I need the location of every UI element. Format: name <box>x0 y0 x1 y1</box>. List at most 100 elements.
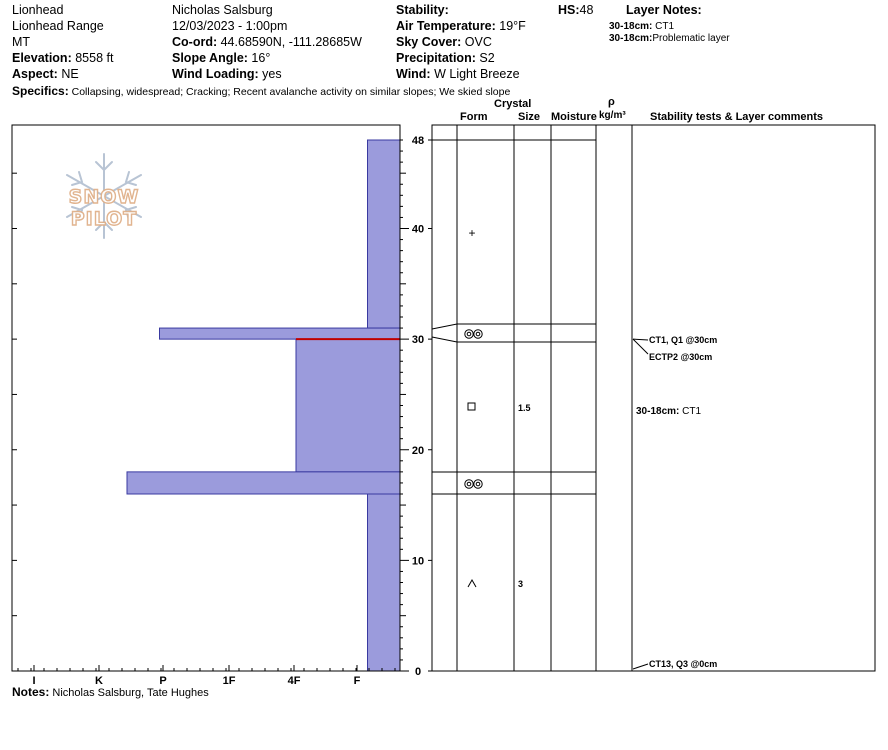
layer-note-1-text: CT1 <box>655 21 675 32</box>
coord-row: Co-ord: 44.68590N, -111.28685W <box>172 36 362 49</box>
stability-tests: CT1, Q1 @30cm ECTP2 @30cm CT13, Q3 @0cm 30-… <box>632 335 717 670</box>
specifics-value: Collapsing, widespread; Cracking; Recent… <box>71 86 511 98</box>
wind-label: Wind: <box>396 67 431 81</box>
faceted-crystal-icon <box>467 402 476 411</box>
observation-datetime: 12/03/2023 - 1:00pm <box>172 19 288 33</box>
hardness-tick-label: 4F <box>288 675 301 687</box>
col-rho-label: ρ <box>608 96 615 108</box>
air-temp-row: Air Temperature: 19°F <box>396 20 526 33</box>
air-temp-value: 19°F <box>499 19 526 33</box>
hardness-profile <box>126 139 401 672</box>
elevation-row: Elevation: 8558 ft <box>12 52 113 65</box>
wind-loading-row: Wind Loading: yes <box>172 68 282 81</box>
aspect-row: Aspect: NE <box>12 68 79 81</box>
hardness-bar-2 <box>159 327 401 340</box>
state-name: MT <box>12 35 31 49</box>
hardness-bar-3 <box>295 338 401 473</box>
hardness-tick-label: 1F <box>223 675 236 687</box>
hardness-bar-5 <box>367 493 401 672</box>
layer-comment-text: CT1 <box>682 406 701 417</box>
surface-hoar-icon <box>464 479 483 489</box>
notes-row: Notes: Nicholas Salsburg, Tate Hughes <box>12 686 209 699</box>
coord-label: Co-ord: <box>172 35 218 49</box>
hardness-tick-label: P <box>159 675 166 687</box>
stability-label: Stability: <box>396 3 449 17</box>
hs-value: 48 <box>579 3 594 17</box>
layer-boundary-2 <box>431 323 596 330</box>
depth-tick-label: 10 <box>412 555 424 567</box>
grain-size-label: 1.5 <box>518 403 531 413</box>
depth-tick-label: 30 <box>412 334 424 346</box>
snowflake-icon <box>66 153 142 239</box>
hs-label: HS: <box>558 3 580 17</box>
col-size-label: Size <box>518 111 541 123</box>
precip-value: S2 <box>479 51 495 65</box>
test-leader <box>632 338 649 341</box>
col-comments-label: Stability tests & Layer comments <box>650 111 824 123</box>
snowpilot-logo: SNOW PILOT <box>34 152 174 242</box>
wind-loading-value: yes <box>262 67 282 81</box>
hardness-tick-label: F <box>354 675 361 687</box>
layer-comment-range: 30-18cm: <box>636 406 682 417</box>
hoar-core <box>475 481 481 487</box>
hardness-tick-label: K <box>95 675 103 687</box>
new-snow-icon: + <box>468 226 475 240</box>
stability-test-label: CT13, Q3 @0cm <box>649 659 717 669</box>
wind-row: Wind: W Light Breeze <box>396 68 520 81</box>
layer-boundary-3 <box>431 336 596 343</box>
precip-row: Precipitation: S2 <box>396 52 495 65</box>
slope-row: Slope Angle: 16° <box>172 52 270 65</box>
elevation-label: Elevation: <box>12 51 72 65</box>
test-leader <box>632 663 649 670</box>
layer-note-1: 30-18cm: CT1 <box>609 22 674 32</box>
wind-loading-label: Wind Loading: <box>172 67 259 81</box>
slope-label: Slope Angle: <box>172 51 248 65</box>
col-moisture-label: Moisture <box>551 111 597 123</box>
aspect-value: NE <box>61 67 79 81</box>
layer-comment: 30-18cm: CT1 <box>636 406 701 417</box>
precip-label: Precipitation: <box>396 51 476 65</box>
elevation-value: 8558 ft <box>75 51 114 65</box>
aspect-label: Aspect: <box>12 67 58 81</box>
hoar-ring <box>473 329 483 339</box>
stability-test-label: CT1, Q1 @30cm <box>649 335 717 345</box>
air-temp-label: Air Temperature: <box>396 19 496 33</box>
specifics-label: Specifics: <box>12 85 69 98</box>
col-form-label: Form <box>460 111 488 123</box>
depth-tick-label: 48 <box>412 135 424 147</box>
stratigraphy-table: +1.5 3 <box>431 139 596 589</box>
layer-note-2-text: Problematic layer <box>652 33 730 44</box>
location-name: Lionhead <box>12 3 64 17</box>
col-density-label: kg/m³ <box>599 110 626 121</box>
chart-axes: 0 10 20 30 40 48 I K P 1F 4F F <box>12 135 432 687</box>
coord-value: 44.68590N, -111.28685W <box>220 35 362 49</box>
hoar-ring <box>464 329 474 339</box>
hoar-core <box>466 481 472 487</box>
slope-value: 16° <box>251 51 271 65</box>
sky-cover-value: OVC <box>464 35 492 49</box>
notes-value: Nicholas Salsburg, Tate Hughes <box>52 687 209 699</box>
grain-size-label: 3 <box>518 579 523 589</box>
hardness-bar-1 <box>367 139 401 329</box>
hardness-frame <box>11 124 401 672</box>
depth-hoar-icon <box>467 578 477 588</box>
depth-tick-label: 20 <box>412 445 424 457</box>
layer-note-2-range: 30-18cm: <box>609 33 653 44</box>
hoar-ring <box>464 479 474 489</box>
hs-row: HS:48 <box>558 4 593 17</box>
layer-note-2: 30-18cm:Problematic layer <box>609 34 730 44</box>
depth-tick-label: 0 <box>415 666 421 678</box>
col-crystal-label: Crystal <box>494 98 532 110</box>
test-leader <box>632 338 649 355</box>
layer-notes-label: Layer Notes: <box>626 3 702 17</box>
strat-frame <box>431 124 876 672</box>
hoar-core <box>475 331 481 337</box>
depth-tick-label: 40 <box>412 224 424 236</box>
range-name: Lionhead Range <box>12 19 104 33</box>
wind-value: W Light Breeze <box>434 67 520 81</box>
chart-frames <box>11 124 876 672</box>
hardness-tick-label: I <box>32 675 35 687</box>
notes-label: Notes: <box>12 685 50 699</box>
hardness-bar-4 <box>126 471 401 495</box>
